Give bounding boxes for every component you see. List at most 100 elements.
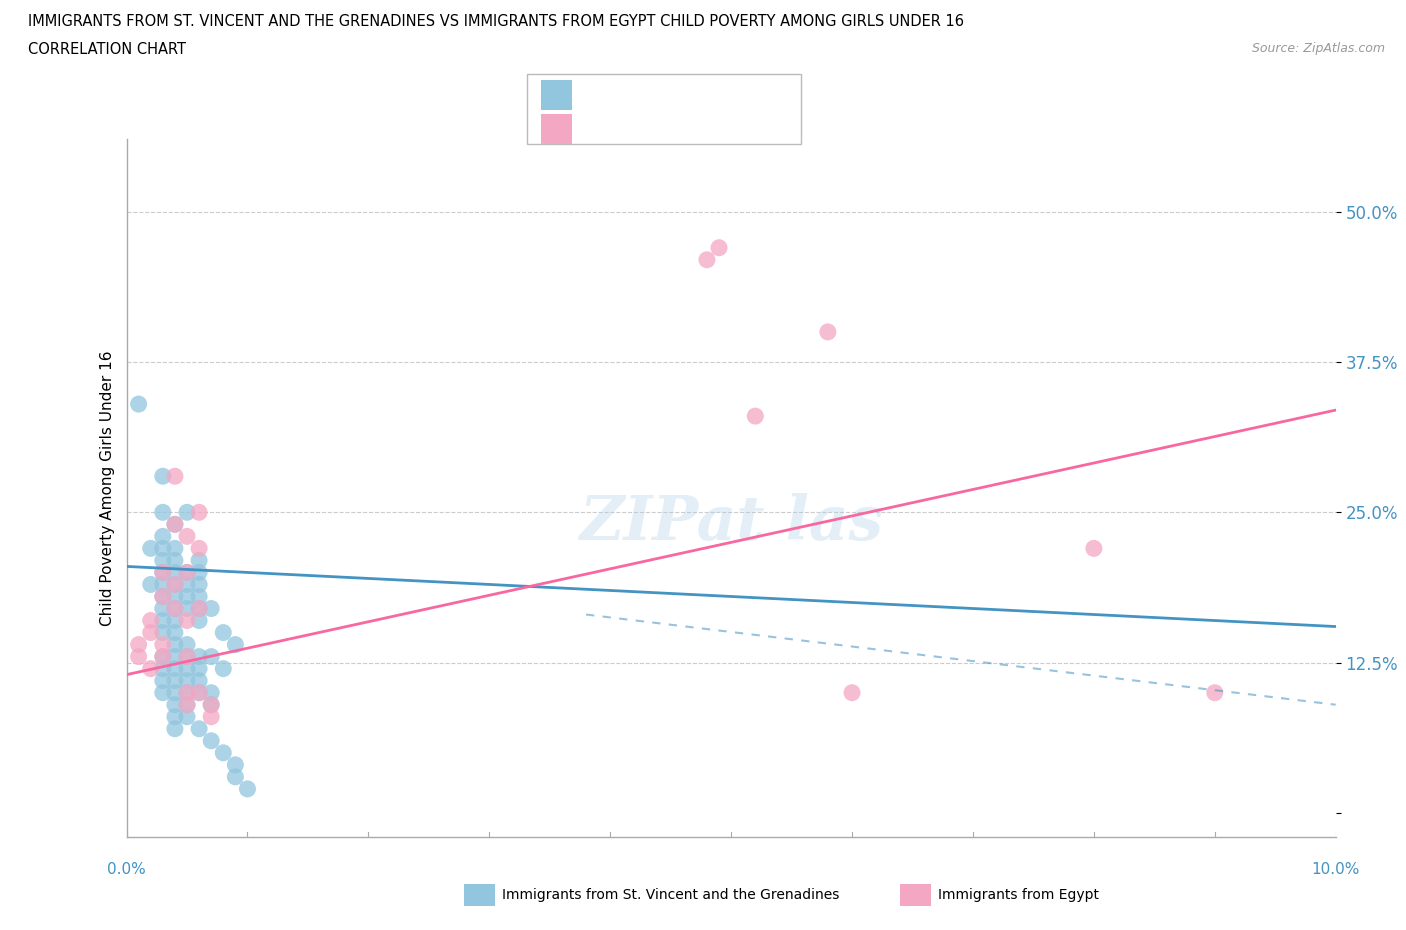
Point — [152, 541, 174, 556]
Point — [163, 685, 186, 700]
Point — [176, 698, 198, 712]
Point — [176, 601, 198, 616]
Text: IMMIGRANTS FROM ST. VINCENT AND THE GRENADINES VS IMMIGRANTS FROM EGYPT CHILD PO: IMMIGRANTS FROM ST. VINCENT AND THE GREN… — [28, 14, 965, 29]
Point — [163, 577, 186, 591]
Point — [152, 577, 174, 591]
Point — [163, 698, 186, 712]
Point — [163, 553, 186, 568]
Point — [128, 649, 150, 664]
Y-axis label: Child Poverty Among Girls Under 16: Child Poverty Among Girls Under 16 — [100, 351, 115, 626]
Point — [188, 673, 211, 688]
Point — [176, 589, 198, 604]
Point — [152, 637, 174, 652]
Point — [176, 673, 198, 688]
Point — [200, 698, 222, 712]
Point — [212, 625, 235, 640]
Text: 0.0%: 0.0% — [107, 862, 146, 877]
Point — [152, 553, 174, 568]
Text: Immigrants from St. Vincent and the Grenadines: Immigrants from St. Vincent and the Gren… — [502, 887, 839, 902]
Point — [1083, 541, 1105, 556]
Point — [163, 722, 186, 737]
Point — [176, 710, 198, 724]
Point — [152, 649, 174, 664]
Point — [212, 745, 235, 760]
Point — [188, 565, 211, 580]
Point — [707, 240, 730, 255]
Point — [176, 637, 198, 652]
Point — [188, 589, 211, 604]
Point — [152, 673, 174, 688]
Point — [176, 649, 198, 664]
Point — [200, 710, 222, 724]
Point — [163, 649, 186, 664]
Point — [152, 589, 174, 604]
Point — [163, 589, 186, 604]
Point — [163, 613, 186, 628]
Point — [163, 565, 186, 580]
Text: 10.0%: 10.0% — [1312, 862, 1360, 877]
Text: R = -0.197: R = -0.197 — [583, 87, 681, 103]
Point — [163, 577, 186, 591]
Point — [152, 565, 174, 580]
Text: N = 70: N = 70 — [689, 87, 747, 103]
Point — [128, 637, 150, 652]
Point — [176, 685, 198, 700]
Point — [152, 505, 174, 520]
Point — [176, 613, 198, 628]
Text: N = 32: N = 32 — [689, 121, 747, 137]
Point — [696, 252, 718, 267]
Point — [152, 661, 174, 676]
Point — [139, 625, 162, 640]
Point — [188, 577, 211, 591]
Point — [176, 529, 198, 544]
Point — [200, 601, 222, 616]
Point — [224, 769, 246, 784]
Point — [163, 517, 186, 532]
Point — [200, 649, 222, 664]
Point — [744, 408, 766, 423]
Point — [163, 661, 186, 676]
Point — [163, 673, 186, 688]
Point — [152, 589, 174, 604]
Text: Immigrants from Egypt: Immigrants from Egypt — [938, 887, 1099, 902]
Point — [152, 649, 174, 664]
Point — [188, 722, 211, 737]
Point — [139, 577, 162, 591]
Point — [163, 710, 186, 724]
Point — [152, 613, 174, 628]
Point — [188, 553, 211, 568]
Point — [188, 685, 211, 700]
Point — [163, 541, 186, 556]
Point — [200, 734, 222, 749]
Point — [212, 661, 235, 676]
Point — [139, 541, 162, 556]
Point — [139, 661, 162, 676]
Point — [188, 685, 211, 700]
Point — [176, 661, 198, 676]
Point — [152, 625, 174, 640]
Point — [163, 601, 186, 616]
Point — [163, 517, 186, 532]
Point — [163, 625, 186, 640]
Point — [188, 505, 211, 520]
Point — [163, 469, 186, 484]
Point — [200, 698, 222, 712]
Point — [176, 685, 198, 700]
Point — [176, 565, 198, 580]
Text: R = 0.409: R = 0.409 — [583, 121, 675, 137]
Point — [163, 601, 186, 616]
Point — [152, 601, 174, 616]
Point — [200, 685, 222, 700]
Text: Source: ZipAtlas.com: Source: ZipAtlas.com — [1251, 42, 1385, 55]
Point — [176, 649, 198, 664]
Point — [817, 325, 839, 339]
Point — [188, 649, 211, 664]
Point — [152, 469, 174, 484]
Point — [139, 613, 162, 628]
Point — [176, 577, 198, 591]
Point — [236, 781, 259, 796]
Point — [188, 661, 211, 676]
Point — [188, 613, 211, 628]
Point — [152, 529, 174, 544]
Point — [176, 565, 198, 580]
